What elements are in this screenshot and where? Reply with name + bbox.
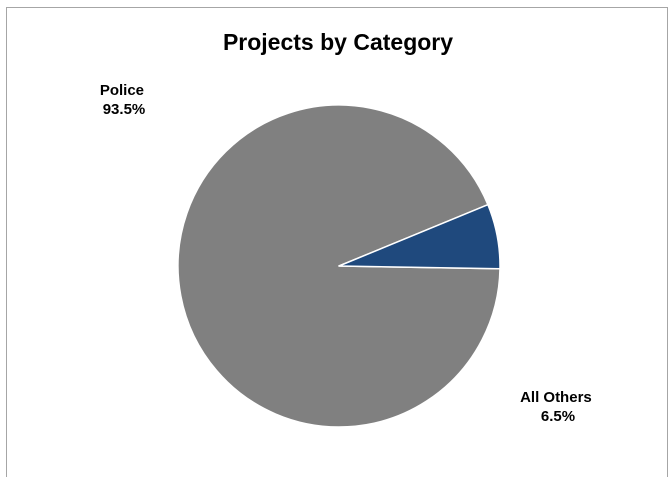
slice-label-police-percent: 93.5% (103, 101, 146, 118)
slice-label-all-others: All Others 6.5% (520, 389, 596, 425)
pie-slice-all-others (338, 203, 501, 270)
slice-label-police-name: Police (100, 82, 144, 99)
slice-label-all-others-percent: 6.5% (541, 408, 575, 425)
chart-title: Projects by Category (223, 29, 453, 55)
slice-label-police: Police 93.5% (100, 82, 148, 118)
slice-label-all-others-name: All Others (520, 389, 592, 406)
chart-area-frame (6, 7, 668, 477)
pie-slices (177, 104, 501, 428)
